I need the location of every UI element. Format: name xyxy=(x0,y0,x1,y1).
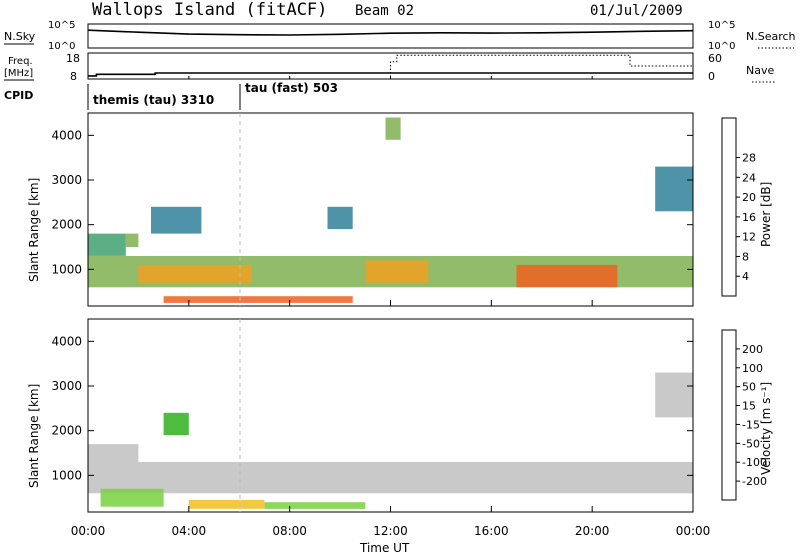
x-label-1: 04:00 xyxy=(172,524,207,538)
x-label-5: 20:00 xyxy=(575,524,610,538)
power-colorbar-label: Power [dB] xyxy=(759,182,773,247)
power-yaxis-label-1: 2000 xyxy=(51,218,82,232)
power-yaxis-label-3: 4000 xyxy=(51,128,82,142)
power-marks-cell-6 xyxy=(125,233,139,247)
cb-power-label-5: 24 xyxy=(742,171,756,184)
x-label-0: 00:00 xyxy=(71,524,106,538)
nsearch-label: N.Search xyxy=(746,30,796,43)
power-panel: 1000 2000 3000 4000 Slant Range [km] xyxy=(27,112,694,307)
freq-unit: [MHz] xyxy=(4,68,33,79)
nsky-panel: 10^5 10^0 10^5 10^0 N.Sky N.Search xyxy=(4,20,796,52)
freq-left-tick-top: 18 xyxy=(66,52,80,65)
nsky-label: N.Sky xyxy=(4,30,36,43)
nave-series-line xyxy=(88,54,693,80)
nsky-right-tick-bottom: 10^0 xyxy=(708,41,735,52)
freq-label: Freq. xyxy=(8,56,33,67)
power-colorbar: 4 8 12 16 20 24 28 xyxy=(721,117,756,297)
cb-vel-label-0: 200 xyxy=(742,343,763,356)
beam-label: Beam 02 xyxy=(355,3,414,19)
x-label-4: 16:00 xyxy=(474,524,509,538)
cb-vel-label-6: -100 xyxy=(742,456,767,469)
velocity-colorbar-label: Velocity [m s⁻¹] xyxy=(759,382,773,475)
power-marks-cell-10 xyxy=(385,117,401,140)
power-yaxis-label-0: 1000 xyxy=(51,262,82,276)
power-marks-cell-7 xyxy=(151,206,202,234)
cb-power-label-0: 4 xyxy=(742,270,749,283)
nsky-series-line xyxy=(87,29,694,36)
x-label-6: 00:00 xyxy=(676,524,711,538)
velocity-colorbar: 200 100 50 15 -15 -50 -100 -200 xyxy=(721,329,767,501)
cpid-mode-1: themis (tau) 3310 xyxy=(93,93,214,107)
velocity-y-axis: 1000 2000 3000 4000 xyxy=(51,334,693,482)
cb-vel-label-1: 100 xyxy=(742,362,763,375)
velocity-y-label: Slant Range [km] xyxy=(27,384,41,488)
power-y-axis: 1000 2000 3000 4000 xyxy=(51,128,693,276)
velocity-heatmap xyxy=(88,372,693,509)
velocity-panel: 1000 2000 3000 4000 Slant Range [km] xyxy=(27,318,694,513)
nave-right-tick-bottom: 0 xyxy=(708,70,715,83)
vel-yaxis-label-1: 2000 xyxy=(51,424,82,438)
cb-vel-label-3: 15 xyxy=(742,400,756,413)
cb-power-label-4: 20 xyxy=(742,191,756,204)
cpid-panel: CPID themis (tau) 3310 tau (fast) 503 xyxy=(4,81,338,110)
power-marks-cell-5 xyxy=(88,233,126,256)
vel-marks-cell-6 xyxy=(655,372,693,418)
cb-vel-label-7: -200 xyxy=(742,475,767,488)
vel-yaxis-label-0: 1000 xyxy=(51,468,82,482)
cb-vel-frame xyxy=(721,329,737,501)
nave-label: Nave xyxy=(746,64,774,77)
vel-marks-cell-0 xyxy=(88,462,693,494)
cb-power-label-6: 28 xyxy=(742,152,756,165)
cb-power-label-2: 12 xyxy=(742,231,756,244)
freq-panel: 18 8 60 0 Freq. [MHz] Nave xyxy=(4,52,776,83)
nave-right-tick-top: 60 xyxy=(708,52,722,65)
x-label-3: 12:00 xyxy=(373,524,408,538)
cb-vel-label-5: -50 xyxy=(742,437,760,450)
nsky-left-tick-bottom: 10^0 xyxy=(48,41,75,52)
vel-marks-cell-2 xyxy=(100,488,164,507)
power-marks-cell-9 xyxy=(655,166,693,212)
time-x-axis: 00:00 04:00 08:00 12:00 16:00 20:00 00:00 xyxy=(71,76,711,538)
power-heatmap xyxy=(88,117,693,303)
vel-yaxis-label-3: 4000 xyxy=(51,334,82,348)
cb-power-label-1: 8 xyxy=(742,250,749,263)
nsky-right-tick-top: 10^5 xyxy=(708,20,735,31)
power-marks-cell-1 xyxy=(138,264,252,283)
power-y-label: Slant Range [km] xyxy=(27,178,41,282)
x-label-2: 08:00 xyxy=(272,524,307,538)
vel-marks-cell-4 xyxy=(264,502,366,509)
cb-vel-label-4: -15 xyxy=(742,418,760,431)
freq-left-tick-bottom: 8 xyxy=(70,70,77,83)
vel-yaxis-label-2: 3000 xyxy=(51,379,82,393)
power-marks-cell-8 xyxy=(327,206,353,230)
vel-marks-cell-1 xyxy=(88,444,139,462)
power-yaxis-label-2: 3000 xyxy=(51,173,82,187)
site-title: Wallops Island (fitACF) xyxy=(92,0,327,20)
vel-marks-cell-5 xyxy=(163,412,189,436)
cb-power-frame xyxy=(721,117,737,297)
power-marks-cell-4 xyxy=(516,264,618,288)
cpid-mode-2: tau (fast) 503 xyxy=(245,81,338,95)
date-label: 01/Jul/2009 xyxy=(590,3,683,19)
nsky-left-tick-top: 10^5 xyxy=(48,20,75,31)
vel-marks-cell-3 xyxy=(188,499,265,509)
x-axis-label: Time UT xyxy=(359,541,410,554)
cpid-label: CPID xyxy=(4,89,33,102)
power-marks-cell-3 xyxy=(365,260,429,283)
power-marks-cell-2 xyxy=(163,296,353,303)
freq-series-line xyxy=(88,72,693,77)
cb-power-label-3: 16 xyxy=(742,211,756,224)
cb-vel-label-2: 50 xyxy=(742,381,756,394)
nsky-frame xyxy=(87,23,694,49)
